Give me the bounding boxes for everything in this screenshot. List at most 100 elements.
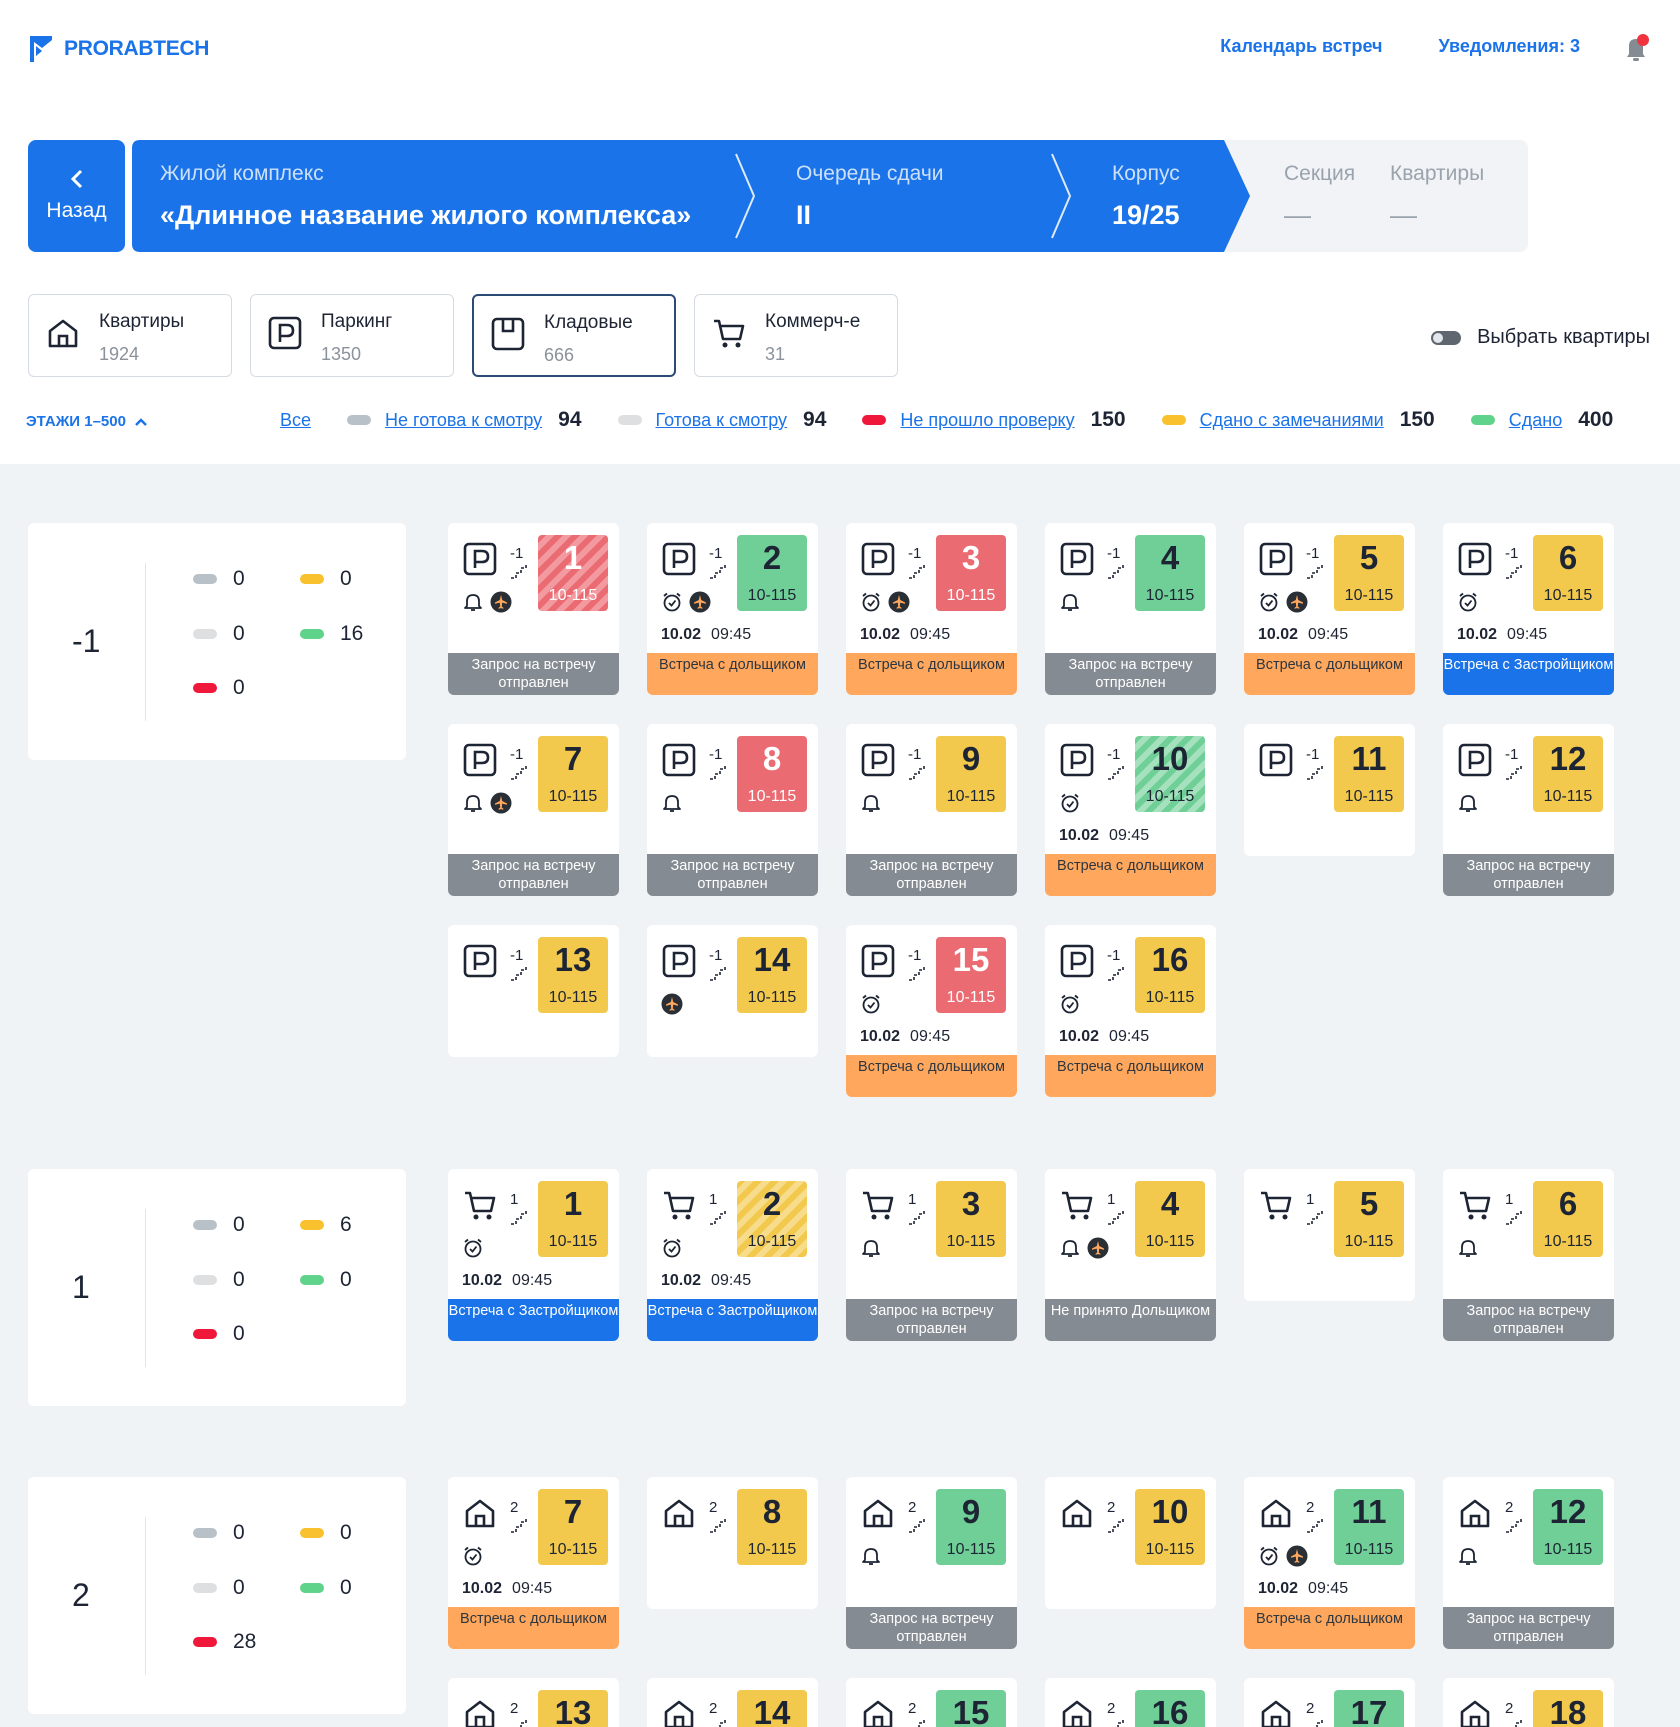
unit-card[interactable]: -1 14 10-115: [647, 925, 818, 1057]
unit-card[interactable]: 2 18: [1443, 1678, 1614, 1727]
bell-icon: [1061, 594, 1079, 611]
unit-floor: -1: [510, 947, 524, 964]
unit-status-icons: [860, 591, 910, 613]
unit-card[interactable]: -1 5 10-115 10.02 09:45 Встреча с дольщиком: [1244, 523, 1415, 695]
filter-item[interactable]: Сдано 400: [1470, 408, 1613, 432]
calendar-link[interactable]: Календарь встреч: [1220, 36, 1383, 56]
unit-card[interactable]: 2 16: [1045, 1678, 1216, 1727]
stairs-icon: [1506, 1517, 1522, 1533]
alarm-icon: [1061, 994, 1079, 1014]
filter-label[interactable]: Не готова к смотру: [385, 409, 543, 430]
stat-count: 0: [340, 1268, 352, 1291]
back-button[interactable]: Назад: [28, 140, 125, 252]
unit-room: 10-115: [1145, 989, 1195, 1006]
unit-card[interactable]: -1 13 10-115: [448, 925, 619, 1057]
unit-status-label: Запрос на встречу отправлен: [846, 1607, 1017, 1649]
unit-card[interactable]: -1 4 10-115 Запрос на встречу отправлен: [1045, 523, 1216, 695]
crumb-apartments[interactable]: Квартиры —: [1390, 162, 1484, 231]
filter-all[interactable]: Все: [280, 409, 312, 430]
tab-apartments[interactable]: Квартиры 1924: [28, 294, 232, 377]
unit-time: 09:45: [910, 1028, 951, 1045]
unit-card[interactable]: -1 12 10-115 Запрос на встречу отправлен: [1443, 724, 1614, 896]
unit-status-icons: [860, 1237, 882, 1259]
filter-item[interactable]: Готова к смотру 94: [617, 408, 826, 432]
crumb-queue[interactable]: Очередь сдачи II: [796, 162, 944, 231]
plane-icon: [888, 591, 910, 613]
tab-parking[interactable]: Паркинг 1350: [250, 294, 454, 377]
unit-card[interactable]: 2 8 10-115: [647, 1477, 818, 1609]
filter-label[interactable]: Сдано: [1508, 409, 1563, 430]
toggle-switch[interactable]: [1431, 330, 1462, 345]
unit-card[interactable]: 2 12 10-115 Запрос на встречу отправлен: [1443, 1477, 1614, 1649]
unit-card[interactable]: -1 10 10-115 10.02 09:45 Встреча с дольщиком: [1045, 724, 1216, 896]
parking-icon: [1259, 542, 1293, 576]
unit-floor: -1: [1306, 746, 1320, 763]
notifications-link[interactable]: Уведомления: 3: [1438, 36, 1580, 56]
unit-status-icons: [1059, 1237, 1109, 1259]
crumb-building[interactable]: Корпус 19/25: [1112, 162, 1180, 231]
unit-card[interactable]: 2 13: [448, 1678, 619, 1727]
unit-card[interactable]: 1 6 10-115 Запрос на встречу отправлен: [1443, 1169, 1614, 1341]
unit-card[interactable]: -1 1 10-115 Запрос на встречу отправлен: [448, 523, 619, 695]
select-apartments-toggle[interactable]: Выбрать квартиры: [1431, 326, 1650, 349]
bell-icon: [862, 1548, 880, 1565]
unit-card[interactable]: 1 4 10-115 Не принято Дольщиком: [1045, 1169, 1216, 1341]
stairs-icon: [1307, 1209, 1323, 1225]
plane-icon: [1286, 591, 1308, 613]
filter-item[interactable]: Не готова к смотру 94: [347, 408, 582, 432]
unit-number-badge: 12 10-115: [1533, 1489, 1603, 1565]
unit-card[interactable]: 1 2 10-115 10.02 09:45 Встреча с Застройщиком: [647, 1169, 818, 1341]
logo[interactable]: PRORABTECH: [28, 34, 209, 64]
unit-card[interactable]: 1 3 10-115 Запрос на встречу отправлен: [846, 1169, 1017, 1341]
stairs-icon: [710, 1517, 726, 1533]
unit-card[interactable]: -1 6 10-115 10.02 09:45 Встреча с Застройщико…: [1443, 523, 1614, 695]
status-pill: [300, 574, 324, 584]
unit-card[interactable]: -1 9 10-115 Запрос на встречу отправлен: [846, 724, 1017, 896]
unit-card[interactable]: 2 9 10-115 Запрос на встречу отправлен: [846, 1477, 1017, 1649]
unit-card[interactable]: 2 10 10-115: [1045, 1477, 1216, 1609]
crumb-section[interactable]: Секция —: [1284, 162, 1355, 231]
floors-filter[interactable]: ЭТАЖИ 1–500: [26, 413, 148, 430]
unit-floor: 1: [1107, 1191, 1116, 1208]
unit-card[interactable]: -1 11 10-115: [1244, 724, 1415, 856]
unit-card[interactable]: 2 17: [1244, 1678, 1415, 1727]
tab-apartments-count: 1924: [99, 344, 140, 364]
unit-card[interactable]: 1 1 10-115 10.02 09:45 Встреча с Застройщиком: [448, 1169, 619, 1341]
unit-card[interactable]: -1 8 10-115 Запрос на встречу отправлен: [647, 724, 818, 896]
unit-card[interactable]: 2 7 10-115 10.02 09:45 Встреча с дольщиком: [448, 1477, 619, 1649]
unit-card[interactable]: 1 5 10-115: [1244, 1169, 1415, 1301]
unit-card[interactable]: -1 16 10-115 10.02 09:45 Встреча с дольщиком: [1045, 925, 1216, 1097]
crumb-complex[interactable]: Жилой комплекс «Длинное название жилого …: [160, 162, 691, 231]
unit-number: 13: [554, 1694, 592, 1727]
crumb-section-value: —: [1284, 200, 1311, 230]
filter-label[interactable]: Не прошло проверку: [900, 409, 1075, 430]
unit-card[interactable]: -1 3 10-115 10.02 09:45 Встреча с дольщиком: [846, 523, 1017, 695]
tab-storage-name: Кладовые: [544, 312, 633, 333]
unit-card[interactable]: -1 7 10-115 Запрос на встречу отправлен: [448, 724, 619, 896]
status-pill: [193, 574, 217, 584]
unit-number-badge: 18: [1533, 1690, 1603, 1727]
notification-dot: [1637, 34, 1649, 46]
unit-time: 09:45: [512, 1580, 553, 1597]
unit-number-badge: 13 10-115: [538, 937, 608, 1013]
filter-label[interactable]: Сдано с замечаниями: [1199, 409, 1384, 430]
unit-card[interactable]: -1 15 10-115 10.02 09:45 Встреча с дольщиком: [846, 925, 1017, 1097]
tab-storage[interactable]: Кладовые 666: [472, 294, 676, 377]
unit-card[interactable]: 2 15: [846, 1678, 1017, 1727]
bell-icon[interactable]: [1620, 32, 1652, 64]
floor-number: -1: [72, 623, 101, 659]
unit-room: 10-115: [548, 788, 598, 805]
unit-card[interactable]: -1 2 10-115 10.02 09:45 Встреча с дольщиком: [647, 523, 818, 695]
filter-dot: [617, 415, 642, 425]
unit-number-badge: 2 10-115: [737, 535, 807, 611]
plane-icon: [661, 993, 683, 1015]
unit-card[interactable]: 2 14: [647, 1678, 818, 1727]
unit-number-badge: 17: [1334, 1690, 1404, 1727]
stat-count: 0: [233, 567, 245, 590]
filter-item[interactable]: Не прошло проверку 150: [862, 408, 1126, 432]
filter-label[interactable]: Готова к смотру: [655, 409, 788, 430]
filter-item[interactable]: Сдано с замечаниями 150: [1161, 408, 1435, 432]
unit-status-icons: [1059, 792, 1081, 814]
unit-card[interactable]: 2 11 10-115 10.02 09:45 Встреча с дольщиком: [1244, 1477, 1415, 1649]
tab-commercial[interactable]: Коммерч-е 31: [694, 294, 898, 377]
